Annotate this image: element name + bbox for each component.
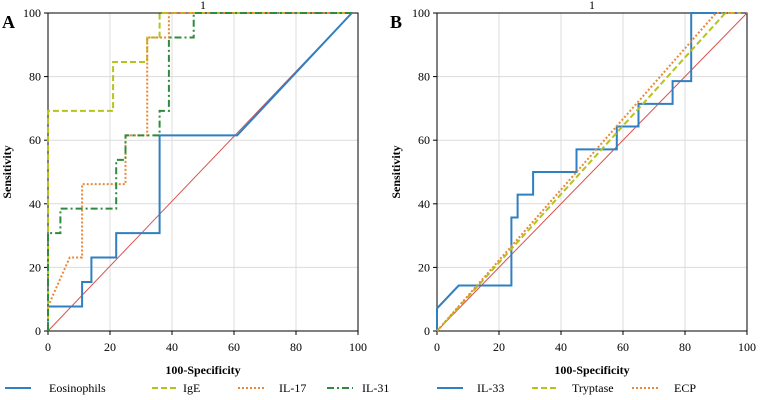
panel-a-x-tick-label: 60 [228, 340, 240, 354]
panel-a-legend-label: IL-31 [362, 381, 389, 395]
panel-a-title: 1 [200, 0, 206, 12]
panel-a-x-tick-label: 80 [290, 340, 302, 354]
panel-a-y-tick-label: 80 [29, 70, 41, 84]
panel-b-reference-diagonal [436, 12, 748, 332]
panel-a-y-tick-label: 20 [29, 260, 41, 274]
panel-b-x-tick-label: 100 [738, 340, 756, 354]
panel-a-x-tick-label: 20 [104, 340, 116, 354]
panel-b-y-tick-label: 100 [412, 6, 430, 20]
panel-a-y-axis-title: Sensitivity [0, 145, 14, 198]
panel-a-legend-label: IL-17 [279, 381, 306, 395]
panel-a-x-tick-label: 100 [349, 340, 367, 354]
panel-a-y-tick-label: 100 [23, 6, 41, 20]
panel-b-y-tick-label: 80 [418, 70, 430, 84]
panel-b-plot-frame [436, 12, 748, 332]
panel-a-legend-label: Eosinophils [49, 381, 106, 395]
panel-a-x-tick-label: 0 [45, 340, 51, 354]
panel-b-series-il-33 [436, 12, 741, 331]
panel-b-y-tick-label: 60 [418, 133, 430, 147]
panel-a-y-tick-label: 40 [29, 197, 41, 211]
panel-a-series-eosinophils [47, 12, 353, 331]
panel-b-series-tryptase [436, 12, 741, 332]
panel-b-x-tick-label: 60 [617, 340, 629, 354]
panel-b-x-axis-title: 100-Specificity [554, 363, 629, 377]
panel-b-y-tick-label: 20 [418, 260, 430, 274]
panel-a-series-il-31 [47, 12, 352, 331]
panel-b-x-tick-label: 40 [555, 340, 567, 354]
panel-b-x-tick-label: 0 [434, 340, 440, 354]
panel-b-legend-label: IL-33 [477, 381, 504, 395]
panel-a-y-tick-label: 60 [29, 133, 41, 147]
panel-a-x-tick-label: 40 [166, 340, 178, 354]
panel-b-series-ecp [436, 12, 741, 332]
panel-b-y-tick-label: 40 [418, 197, 430, 211]
panel-b-legend-label: Tryptase [572, 381, 614, 395]
panel-a-plot-frame [47, 12, 359, 332]
panel-b-legend-label: ECP [674, 381, 696, 395]
panel-b-letter: B [390, 12, 402, 32]
panel-a-x-axis-title: 100-Specificity [165, 363, 240, 377]
panel-b-y-axis-title: Sensitivity [389, 145, 403, 198]
panel-b-y-tick-label: 0 [424, 324, 430, 338]
panel-a-series-il-17 [47, 12, 352, 307]
panel-a-letter: A [2, 12, 15, 32]
panel-b-title: 1 [589, 0, 595, 12]
panel-b-x-tick-label: 20 [493, 340, 505, 354]
panel-b-x-tick-label: 80 [679, 340, 691, 354]
panel-a-legend-label: IgE [183, 381, 200, 395]
panel-a-y-tick-label: 0 [35, 324, 41, 338]
